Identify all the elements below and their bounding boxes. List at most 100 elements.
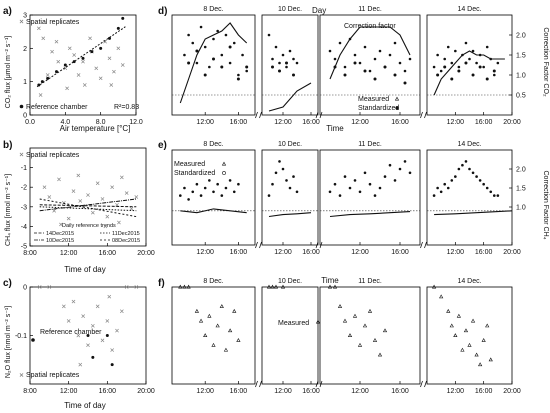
panel-f-measured-point	[215, 323, 220, 328]
panel-a-reference-point	[63, 63, 67, 67]
panel-d-measured-point	[220, 53, 224, 57]
panel-e-correction-factor-line	[329, 211, 411, 218]
panel-e-legend-standardized: Standardized	[174, 170, 215, 177]
panel-c-replicate-point	[107, 294, 112, 299]
panel-e-measured-point	[212, 190, 215, 194]
panel-label-e: e)	[158, 140, 167, 151]
panel-f-measured-point	[207, 313, 212, 318]
panel-f-xlabel: Time	[321, 276, 339, 285]
panel-label-f: f)	[158, 278, 165, 289]
panel-d-axis-break	[420, 111, 427, 119]
panel-d-measured-point	[454, 49, 457, 53]
panel-b-replicate-point	[66, 216, 71, 221]
panel-d-standardized-point	[285, 61, 288, 65]
panel-a-xtick-label: 8.0	[96, 119, 106, 126]
panel-e-measured-point	[333, 182, 337, 186]
panel-f-day-label: 10 Dec.	[278, 278, 302, 285]
panel-f-measured-point	[270, 284, 275, 289]
panel-e-measured-point	[203, 186, 207, 190]
panel-c-replicate-point	[124, 285, 129, 289]
panel-d-correction-factor-line	[268, 82, 312, 112]
panel-e-measured-point	[278, 160, 281, 163]
panel-e-measured-point	[393, 179, 397, 182]
panel-d-measured-point	[388, 53, 392, 57]
panel-d-measured-point	[245, 69, 248, 73]
panel-d-standardized-point	[245, 65, 249, 69]
panel-d-measured-point	[432, 65, 436, 69]
panel-d-measured-point	[482, 65, 485, 69]
panel-e-measured-point	[408, 171, 412, 175]
panel-e-xtick-label: 12:00	[447, 249, 465, 256]
panel-b-legend-x-marker	[19, 152, 24, 157]
panel-a-ytick-label: 0	[23, 113, 27, 120]
panel-f-measured-point	[456, 313, 461, 318]
panel-a-replicate-point	[41, 36, 46, 41]
panel-d-measured-point	[358, 61, 362, 65]
panel-b-replicate-point	[86, 193, 90, 197]
panel-a-legend-x-marker	[19, 19, 24, 24]
panel-d-measured-point	[353, 53, 357, 57]
panel-c-xtick-label: 16:00	[99, 388, 117, 395]
panel-d-standardized-point	[471, 73, 475, 77]
panel-d-measured-point	[328, 49, 332, 53]
panel-d-standardized-point	[195, 49, 199, 53]
panel-c-ylabel: N₂O flux [nmol m⁻² s⁻¹]	[5, 306, 12, 378]
panel-e-legend-measured: Measured	[174, 161, 205, 168]
panel-e-measured-point	[343, 175, 347, 178]
panel-d-measured-point	[363, 45, 367, 49]
panel-e-day-frame	[171, 149, 256, 246]
panel-d-measured-point	[343, 65, 347, 69]
panel-d-correction-factor-line	[433, 50, 505, 96]
panel-f-measured-point	[232, 308, 237, 313]
panel-e-correction-factor-line	[434, 210, 513, 216]
panel-a-replicate-point	[120, 63, 125, 67]
panel-d-xtick-label: 16:00	[302, 119, 320, 126]
panel-c-replicate-point	[134, 285, 139, 289]
panel-d-measured-point	[187, 33, 190, 37]
panel-d-measured-point	[408, 57, 412, 61]
panel-b-replicate-point	[90, 210, 95, 215]
panel-a-ytick-label: 2	[23, 46, 27, 53]
panel-d-measured-point	[338, 41, 342, 45]
panel-d-standardized-point	[236, 77, 240, 81]
panel-d-measured-point	[237, 73, 240, 77]
panel-b-trend-10dec: 10Dec2015	[46, 238, 74, 244]
panel-a-replicate-point	[112, 69, 116, 74]
panel-e-measured-point	[271, 182, 274, 186]
panel-e-measured-point	[432, 194, 436, 197]
panel-b-replicate-point	[134, 195, 139, 199]
panel-a-xtick-label: 0.0	[25, 119, 35, 126]
panel-a-replicate-point	[67, 46, 72, 51]
panel-e-measured-point	[450, 179, 454, 182]
panel-b-trend-14dec: 14Dec2015	[46, 231, 74, 237]
panel-d-legend-dot-marker	[395, 106, 399, 110]
panel-a-reference-point	[116, 26, 120, 30]
panel-f-measured-point	[474, 352, 479, 357]
panel-f-measured-point	[178, 284, 183, 289]
panel-d-measured-point	[274, 45, 278, 49]
panel-d-xtick-label: 12:00	[196, 119, 214, 126]
panel-c-replicate-point	[110, 348, 115, 352]
panel-e-measured-point	[288, 186, 292, 190]
panel-b-frame	[29, 147, 147, 247]
panel-d-measured-point	[195, 61, 199, 65]
panel-e-measured-point	[224, 186, 228, 190]
panel-f-measured-point	[488, 357, 493, 362]
panel-a-replicate-point	[98, 76, 103, 81]
panel-b-replicate-point	[76, 173, 81, 178]
panel-e-day-label: 10 Dec.	[278, 141, 302, 148]
panel-e-measured-point	[292, 175, 295, 178]
panel-e-day-frame	[426, 149, 513, 246]
panel-d-measured-point	[368, 69, 372, 73]
panel-c-replicate-point	[66, 319, 71, 323]
panel-b-replicate-point	[124, 191, 129, 195]
panel-d-day-label: 11 Dec.	[358, 6, 382, 13]
panel-e-measured-point	[373, 194, 377, 197]
panel-e-day-frame	[261, 149, 319, 246]
panel-d-legend-standardized: Standardized	[358, 105, 399, 112]
panel-d-xtick-label: 12:00	[447, 119, 465, 126]
panel-a-replicate-point	[45, 73, 50, 77]
panel-d-measured-point	[281, 53, 285, 57]
panel-e-measured-point	[328, 190, 332, 194]
panel-b-xtick-label: 12:00	[60, 250, 78, 257]
